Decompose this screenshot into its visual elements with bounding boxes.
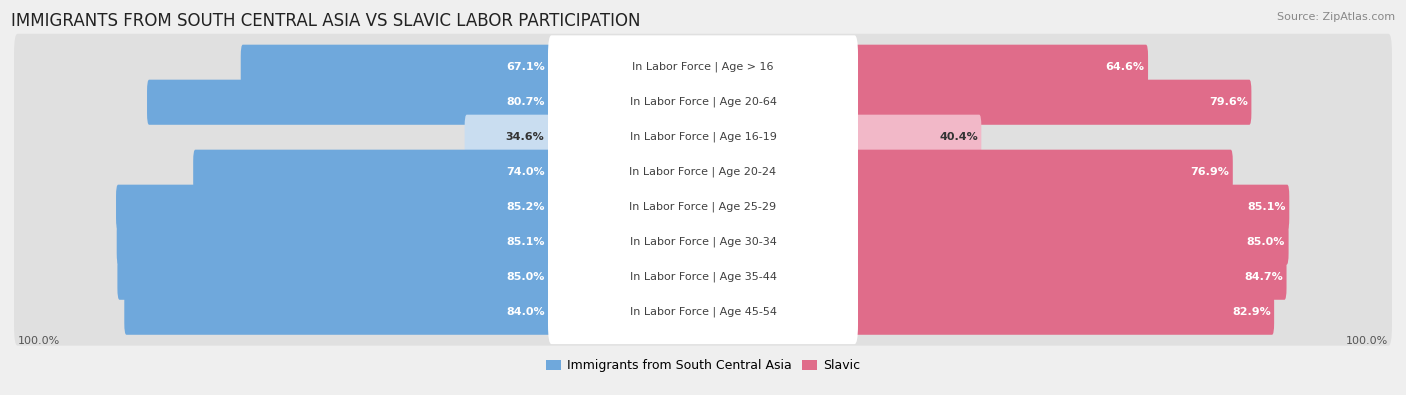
Text: 100.0%: 100.0% [1347,337,1389,346]
FancyBboxPatch shape [852,220,1289,265]
Text: In Labor Force | Age 20-24: In Labor Force | Age 20-24 [630,167,776,177]
FancyBboxPatch shape [117,220,554,265]
Text: In Labor Force | Age 30-34: In Labor Force | Age 30-34 [630,237,776,248]
FancyBboxPatch shape [14,174,1392,241]
Text: In Labor Force | Age 16-19: In Labor Force | Age 16-19 [630,132,776,143]
Text: 74.0%: 74.0% [506,167,544,177]
FancyBboxPatch shape [548,35,858,99]
FancyBboxPatch shape [548,105,858,169]
FancyBboxPatch shape [14,244,1392,310]
Text: In Labor Force | Age 35-44: In Labor Force | Age 35-44 [630,272,776,282]
Text: IMMIGRANTS FROM SOUTH CENTRAL ASIA VS SLAVIC LABOR PARTICIPATION: IMMIGRANTS FROM SOUTH CENTRAL ASIA VS SL… [11,12,641,30]
FancyBboxPatch shape [464,115,554,160]
Text: 80.7%: 80.7% [506,97,544,107]
FancyBboxPatch shape [240,45,554,90]
FancyBboxPatch shape [548,140,858,204]
Text: 100.0%: 100.0% [17,337,59,346]
FancyBboxPatch shape [852,255,1286,300]
FancyBboxPatch shape [193,150,554,195]
FancyBboxPatch shape [852,185,1289,230]
FancyBboxPatch shape [852,290,1274,335]
FancyBboxPatch shape [117,185,554,230]
FancyBboxPatch shape [117,255,554,300]
Text: 82.9%: 82.9% [1232,307,1271,317]
Text: 85.1%: 85.1% [506,237,544,247]
Text: 76.9%: 76.9% [1191,167,1229,177]
FancyBboxPatch shape [852,80,1251,125]
Text: 79.6%: 79.6% [1209,97,1249,107]
FancyBboxPatch shape [14,209,1392,276]
FancyBboxPatch shape [548,210,858,274]
FancyBboxPatch shape [148,80,554,125]
Text: In Labor Force | Age 20-64: In Labor Force | Age 20-64 [630,97,776,107]
Text: 85.2%: 85.2% [506,202,544,212]
Legend: Immigrants from South Central Asia, Slavic: Immigrants from South Central Asia, Slav… [541,354,865,377]
FancyBboxPatch shape [124,290,554,335]
FancyBboxPatch shape [14,104,1392,171]
FancyBboxPatch shape [548,280,858,344]
FancyBboxPatch shape [548,70,858,134]
FancyBboxPatch shape [852,150,1233,195]
FancyBboxPatch shape [14,139,1392,206]
Text: In Labor Force | Age 45-54: In Labor Force | Age 45-54 [630,307,776,318]
FancyBboxPatch shape [548,175,858,239]
Text: In Labor Force | Age > 16: In Labor Force | Age > 16 [633,62,773,72]
Text: 34.6%: 34.6% [506,132,544,142]
Text: 64.6%: 64.6% [1105,62,1144,72]
Text: 84.7%: 84.7% [1244,272,1284,282]
Text: In Labor Force | Age 25-29: In Labor Force | Age 25-29 [630,202,776,213]
Text: Source: ZipAtlas.com: Source: ZipAtlas.com [1277,12,1395,22]
Text: 84.0%: 84.0% [506,307,544,317]
FancyBboxPatch shape [852,45,1149,90]
FancyBboxPatch shape [14,279,1392,346]
Text: 85.1%: 85.1% [1247,202,1286,212]
Text: 85.0%: 85.0% [506,272,544,282]
Text: 67.1%: 67.1% [506,62,544,72]
FancyBboxPatch shape [548,245,858,309]
FancyBboxPatch shape [14,34,1392,101]
FancyBboxPatch shape [852,115,981,160]
FancyBboxPatch shape [14,69,1392,135]
Text: 40.4%: 40.4% [939,132,979,142]
Text: 85.0%: 85.0% [1247,237,1285,247]
